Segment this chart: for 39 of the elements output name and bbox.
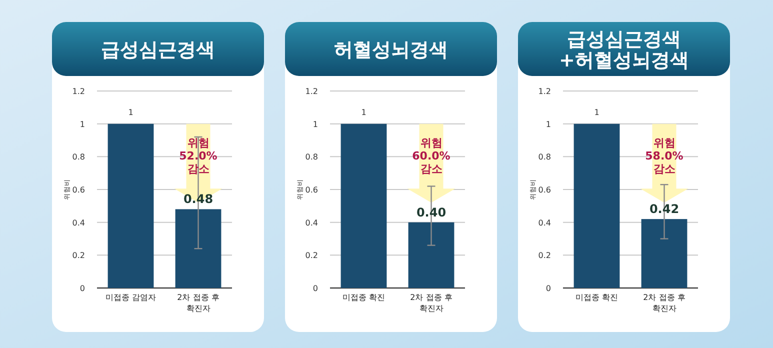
x-tick-label: 미접종 확진 [575,293,618,302]
chart-title: 급성심근경색 +허혈성뇌경색 [559,28,689,72]
y-tick-label: 0.2 [305,251,318,260]
annotation: 위험 60.0% 감소 [412,136,450,176]
y-tick-label: 0 [312,284,318,293]
y-tick-label: 0.8 [305,152,318,162]
y-tick-label: 0.8 [72,152,85,162]
y-tick-label: 0.4 [305,218,318,228]
y-tick-label: 0.2 [72,251,85,260]
y-tick-label: 1 [312,120,318,129]
y-tick-label: 0.4 [72,218,85,228]
y-tick-label: 0 [80,284,85,293]
chart-title: 급성심근경색 [101,39,215,61]
data-label: 1 [361,108,366,117]
annotation: 위험 58.0% 감소 [645,136,684,176]
y-tick-label: 1.2 [72,87,85,96]
y-tick-label: 0.2 [538,251,551,260]
y-tick-label: 0.4 [538,218,551,228]
y-tick-label: 1.2 [305,87,318,96]
annotation: 위험 52.0% 감소 [179,136,218,176]
y-tick-label: 1.2 [538,87,551,96]
y-tick-label: 0.8 [538,152,551,162]
y-tick-label: 0 [546,284,551,293]
data-label: 0.48 [183,192,214,206]
x-tick-label: 2차 접종 후 확진자 [177,293,220,313]
x-tick-label: 2차 접종 후 확진자 [410,293,452,313]
y-tick-label: 0.6 [72,186,85,194]
x-tick-label: 2차 접종 후 확진자 [643,293,686,313]
data-label: 0.40 [416,205,446,220]
data-label: 1 [594,108,600,117]
y-tick-label: 1 [80,120,85,129]
y-tick-label: 0.6 [538,186,551,194]
x-tick-label: 미접종 확진 [342,293,386,302]
y-tick-label: 0.6 [305,186,318,194]
data-label: 0.42 [649,202,680,216]
chart-title: 허혈성뇌경색 [334,39,448,61]
y-tick-label: 1 [546,120,551,129]
data-label: 1 [128,108,134,117]
x-tick-label: 미접종 감염자 [105,293,156,302]
